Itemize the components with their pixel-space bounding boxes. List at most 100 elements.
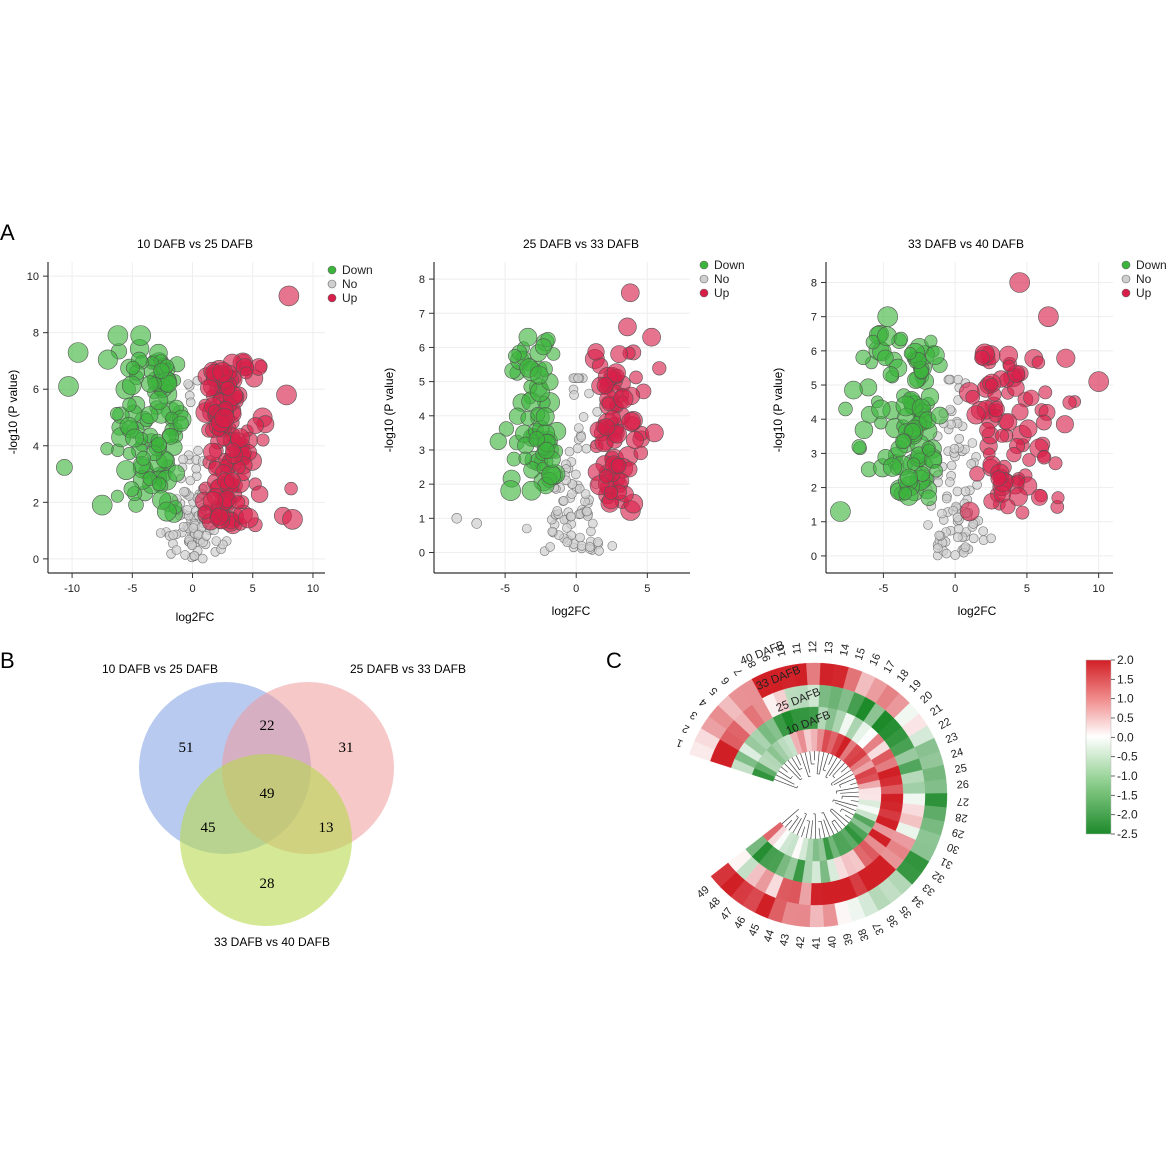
- data-point-up: [1038, 385, 1053, 400]
- dendrogram-branch: [850, 782, 858, 786]
- venn-label-c: 33 DAFB vs 40 DAFB: [214, 935, 330, 949]
- y-tick-label: 10: [27, 271, 39, 283]
- venn-count-abc: 49: [260, 786, 275, 802]
- volcano-3-title: 33 DAFB vs 40 DAFB: [908, 237, 1024, 251]
- data-point-no: [188, 523, 199, 533]
- panel-label-c: C: [606, 648, 622, 673]
- data-point-no: [952, 532, 963, 543]
- venn-set-c: [180, 754, 352, 926]
- data-point-down: [903, 347, 917, 360]
- data-point-no: [182, 505, 193, 515]
- data-point-no: [545, 542, 556, 552]
- data-point-up: [1031, 488, 1048, 506]
- dendrogram-branch: [795, 755, 802, 766]
- data-point-up: [965, 389, 981, 405]
- data-point-no: [954, 433, 965, 444]
- data-point-up: [214, 407, 235, 429]
- volcano-3-ylabel: -log10 (P value): [771, 368, 785, 453]
- heatmap-leaf-label: 4: [697, 696, 709, 709]
- data-point-no: [937, 508, 947, 519]
- heatmap-leaf-label: 6: [719, 674, 732, 686]
- data-point-up: [995, 428, 1010, 443]
- heatmap-cells: [689, 662, 948, 928]
- heatmap-leaf-label: 12: [807, 641, 819, 653]
- legend-label: Down: [714, 258, 745, 272]
- legend-marker: [699, 288, 709, 298]
- data-point-up: [603, 485, 619, 500]
- dendrogram-branch: [809, 751, 812, 765]
- data-point-no: [960, 486, 971, 497]
- data-point-up: [1009, 272, 1031, 293]
- dendrogram-branch: [781, 808, 799, 825]
- data-point-down: [922, 443, 936, 457]
- data-point-up: [966, 405, 986, 425]
- data-point-up: [618, 317, 637, 337]
- data-point-no: [968, 533, 979, 544]
- data-point-no: [950, 550, 961, 560]
- heatmap-cell: [923, 778, 948, 794]
- data-point-up: [1011, 403, 1029, 421]
- dendrogram-branch: [818, 751, 825, 775]
- heatmap-leaf-label: 46: [732, 915, 749, 932]
- data-point-down: [518, 327, 538, 347]
- data-point-no: [576, 432, 587, 442]
- data-point-down: [854, 420, 874, 440]
- data-point-up: [597, 418, 616, 437]
- data-point-up: [284, 481, 298, 496]
- heatmap-leaf-label: 23: [944, 731, 960, 747]
- data-point-no: [933, 477, 943, 488]
- y-tick-label: 0: [33, 554, 39, 566]
- data-point-no: [576, 541, 587, 551]
- data-point-no: [562, 537, 573, 548]
- heatmap-leaf-label: 15: [853, 646, 868, 661]
- dendrogram-branch: [840, 791, 859, 794]
- data-point-up: [231, 495, 246, 510]
- data-point-up: [999, 498, 1016, 515]
- data-point-down: [882, 457, 903, 477]
- dendrogram-branch: [828, 754, 834, 765]
- data-point-no: [923, 520, 933, 530]
- legend-label: Up: [1136, 286, 1152, 300]
- data-point-no: [178, 454, 188, 465]
- dendrogram-branch: [778, 770, 791, 780]
- y-tick-label: 4: [811, 414, 817, 426]
- y-tick-label: 2: [33, 497, 39, 509]
- heatmap-leaf-label: 30: [945, 840, 961, 856]
- data-point-down: [125, 428, 145, 448]
- data-point-down: [882, 366, 899, 383]
- dendrogram-branch: [833, 799, 858, 807]
- x-tick-label: 0: [573, 583, 579, 595]
- dendrogram-branch: [842, 795, 859, 798]
- data-point-no: [953, 524, 964, 534]
- heatmap-leaf-label: 45: [746, 922, 762, 938]
- dendrogram-branch: [841, 808, 855, 816]
- dendrogram-branch: [805, 821, 810, 839]
- data-point-up: [1031, 355, 1046, 370]
- heatmap-leaf-label: 8: [746, 659, 759, 670]
- y-tick-label: 8: [811, 278, 817, 290]
- legend-marker: [1121, 288, 1131, 298]
- data-point-down: [58, 376, 79, 397]
- heatmap-leaf-label: 1: [675, 736, 685, 749]
- y-tick-label: 0: [419, 547, 425, 559]
- data-point-no: [592, 406, 603, 417]
- data-point-no: [191, 463, 201, 474]
- dendrogram-branch: [775, 774, 795, 785]
- heatmap-leaf-label: 49: [695, 884, 712, 901]
- data-point-no: [183, 379, 193, 389]
- x-tick-label: -10: [64, 583, 80, 595]
- data-point-down: [851, 439, 867, 455]
- y-tick-label: 6: [419, 342, 425, 354]
- data-point-no: [451, 512, 463, 524]
- data-point-down: [541, 464, 562, 485]
- data-point-up: [984, 377, 999, 392]
- data-point-no: [185, 397, 196, 408]
- legend-marker: [1121, 260, 1131, 270]
- x-tick-label: 5: [250, 583, 256, 595]
- volcano-2-title: 25 DAFB vs 33 DAFB: [523, 237, 639, 251]
- data-point-up: [974, 350, 990, 366]
- data-point-up: [613, 388, 634, 409]
- data-point-up: [990, 470, 1007, 487]
